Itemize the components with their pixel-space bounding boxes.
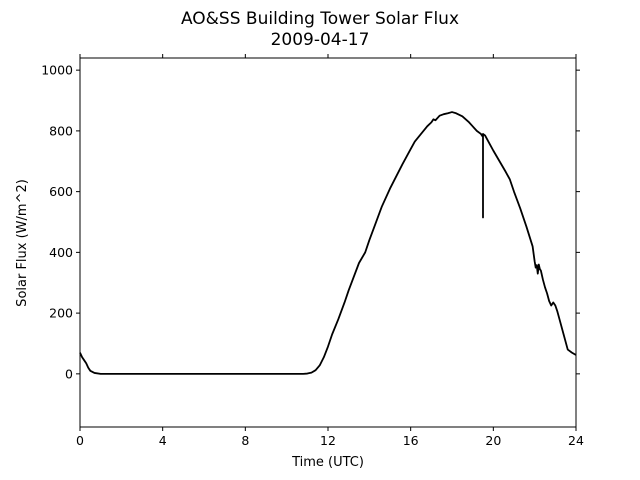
x-tick-label: 16	[403, 433, 419, 448]
y-tick-label: 200	[49, 306, 73, 321]
y-tick-label: 0	[65, 366, 73, 381]
x-tick-label: 8	[241, 433, 249, 448]
x-axis-label: Time (UTC)	[291, 455, 364, 470]
x-tick-label: 20	[485, 433, 501, 448]
chart-title: AO&SS Building Tower Solar Flux	[181, 9, 459, 29]
x-tick-label: 4	[159, 433, 167, 448]
x-tick-label: 24	[568, 433, 584, 448]
y-tick-label: 400	[49, 245, 73, 260]
y-tick-label: 1000	[41, 63, 73, 78]
x-tick-label: 0	[76, 433, 84, 448]
y-axis-label: Solar Flux (W/m^2)	[15, 179, 30, 307]
chart-subtitle: 2009-04-17	[271, 30, 370, 50]
plot-area	[79, 111, 577, 375]
solar-flux-line	[79, 111, 577, 375]
x-tick-label: 12	[320, 433, 336, 448]
y-tick-label: 800	[49, 123, 73, 138]
y-tick-label: 600	[49, 184, 73, 199]
